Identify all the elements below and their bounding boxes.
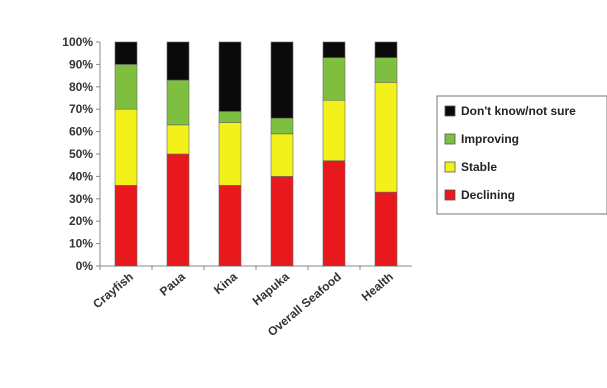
y-tick-label: 70% [69,102,93,116]
x-category-label: Hapuka [250,269,292,308]
bar-segment [114,185,138,267]
bar-segment [322,99,346,162]
y-tick-label: 30% [69,192,93,206]
legend-label: Improving [461,132,519,146]
bar-segment [270,41,294,119]
bar-segment [374,57,398,83]
y-tick-label: 100% [62,35,93,49]
legend-swatch [444,105,456,117]
bar-segment [166,124,190,155]
y-tick-label: 80% [69,80,93,94]
bar-segment [322,41,346,58]
bar-segment [270,176,294,267]
legend-box [436,95,607,215]
legend-label: Stable [461,160,497,174]
bar-segment [374,41,398,58]
legend-swatch [444,161,456,173]
bar-segment [218,111,242,123]
legend-label: Don't know/not sure [461,104,576,118]
bar-segment [114,41,138,65]
bar-segment [166,41,190,81]
y-tick-label: 40% [69,169,93,183]
legend: Don't know/not sure Improving Stable Declin… [436,95,607,215]
bar-segment [374,191,398,267]
bar-segment [114,108,138,186]
bar-segment [322,57,346,101]
y-tick-label: 10% [69,237,93,251]
x-category-label: Paua [157,269,188,298]
bar-segment [270,133,294,177]
y-tick-label: 20% [69,214,93,228]
legend-swatch [444,133,456,145]
bar-segment [374,82,398,193]
bar-segment [270,117,294,135]
bar-segment [166,79,190,126]
bar-segment [218,122,242,186]
y-tick-label: 60% [69,125,93,139]
legend-swatch [444,189,456,201]
x-category-label: Kina [211,269,240,297]
bar-segment [166,153,190,267]
x-category-label: Crayfish [90,270,136,312]
y-tick-label: 50% [69,147,93,161]
bars-layer [114,41,398,267]
axis-layer [96,41,412,270]
bar-segment [114,64,138,110]
x-category-label: Health [359,270,396,304]
bar-segment [322,160,346,267]
y-tick-label: 90% [69,57,93,71]
legend-label: Declining [461,188,515,202]
bar-segment [218,41,242,112]
bar-segment [218,185,242,267]
y-tick-label: 0% [76,259,94,273]
